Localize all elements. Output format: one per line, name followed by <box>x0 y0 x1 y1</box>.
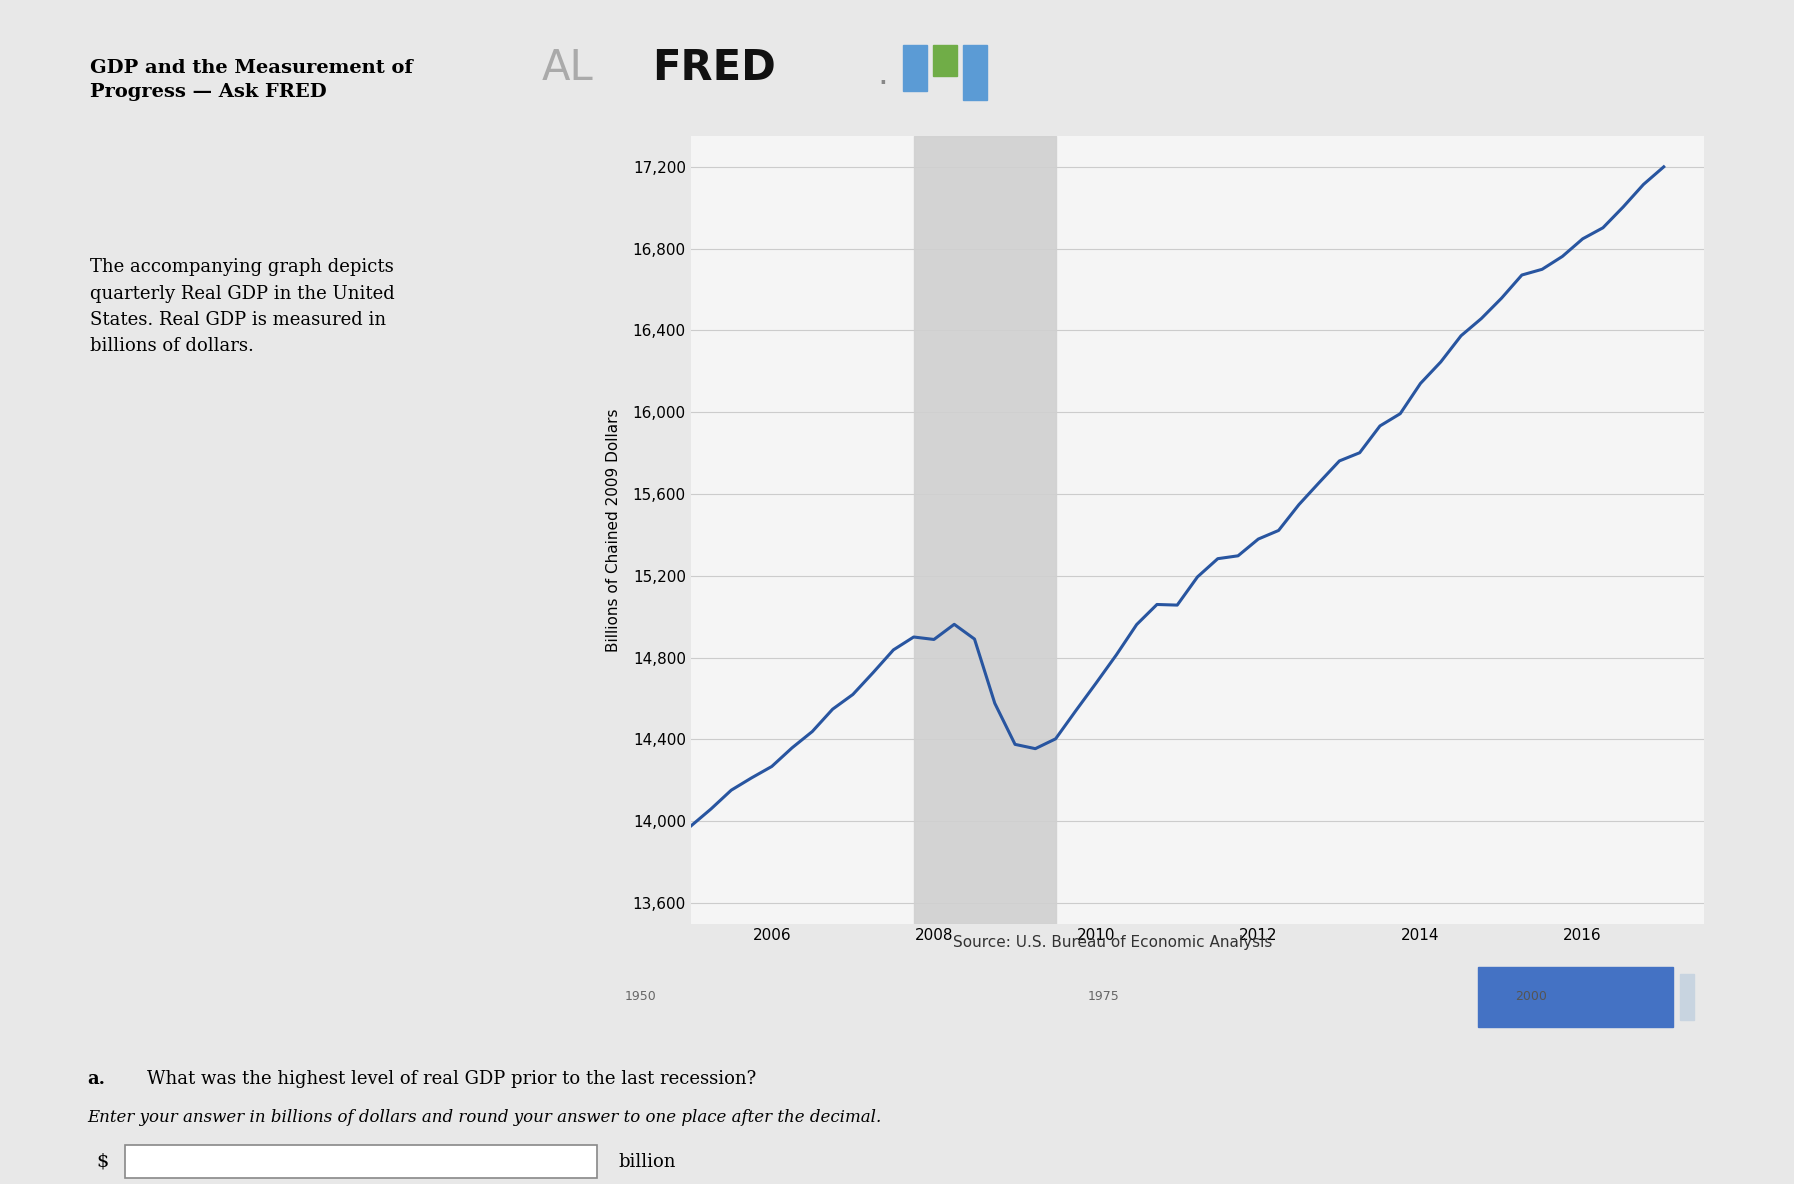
Text: Enter your answer in billions of dollars and round your answer to one place afte: Enter your answer in billions of dollars… <box>88 1109 883 1126</box>
Bar <box>933 45 956 76</box>
Text: FRED: FRED <box>651 47 775 89</box>
Bar <box>913 136 1055 924</box>
Text: .: . <box>877 58 888 91</box>
Text: 2000: 2000 <box>1514 991 1546 1003</box>
Text: Source: U.S. Bureau of Economic Analysis: Source: U.S. Bureau of Economic Analysis <box>953 935 1272 950</box>
Text: billion: billion <box>619 1152 676 1171</box>
FancyBboxPatch shape <box>124 1145 597 1178</box>
Text: 1975: 1975 <box>1087 991 1119 1003</box>
Text: $: $ <box>97 1152 108 1171</box>
Bar <box>1679 973 1694 1021</box>
Y-axis label: Billions of Chained 2009 Dollars: Billions of Chained 2009 Dollars <box>606 408 621 651</box>
Text: GDP and the Measurement of
Progress — Ask FRED: GDP and the Measurement of Progress — As… <box>90 59 413 101</box>
Bar <box>963 45 987 101</box>
Text: AL: AL <box>542 47 594 89</box>
Bar <box>902 45 927 91</box>
Text: 1950: 1950 <box>624 991 657 1003</box>
Text: What was the highest level of real GDP prior to the last recession?: What was the highest level of real GDP p… <box>147 1069 755 1088</box>
Bar <box>1478 967 1674 1027</box>
Text: The accompanying graph depicts
quarterly Real GDP in the United
States. Real GDP: The accompanying graph depicts quarterly… <box>90 258 395 355</box>
Text: a.: a. <box>88 1069 106 1088</box>
